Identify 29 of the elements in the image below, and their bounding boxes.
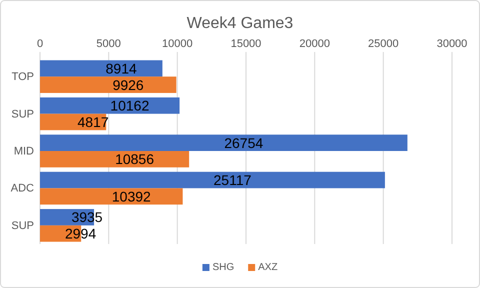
bar xyxy=(40,60,162,77)
x-tick-label: 0 xyxy=(36,38,44,50)
bar xyxy=(40,172,385,188)
bar xyxy=(40,97,180,114)
bar xyxy=(40,76,176,93)
y-tick-label: MID xyxy=(14,146,34,158)
legend-label: AXZ xyxy=(258,262,278,273)
data-label: 10392 xyxy=(112,188,152,204)
x-tick-label: 25000 xyxy=(368,38,399,50)
bar xyxy=(40,151,190,168)
x-tick-label: 20000 xyxy=(299,38,330,50)
y-tick-label: TOP xyxy=(12,71,34,84)
bar xyxy=(40,134,408,151)
x-tick-label: 30000 xyxy=(436,38,468,50)
data-label: 8914 xyxy=(106,60,137,76)
data-label: 25117 xyxy=(214,172,252,188)
data-label: 9926 xyxy=(112,76,144,93)
data-label: 10162 xyxy=(110,98,150,114)
x-tick-label: 15000 xyxy=(230,38,262,50)
y-tick-label: SUP xyxy=(11,108,34,120)
bar xyxy=(40,188,183,205)
y-tick-label: SUP xyxy=(11,220,34,232)
chart-title: Week4 Game3 xyxy=(186,15,294,32)
y-tick-label: ADC xyxy=(10,182,34,195)
data-label: 26754 xyxy=(224,134,264,151)
data-label: 10856 xyxy=(115,151,154,168)
legend-label: SHG xyxy=(212,262,234,273)
x-tick-label: 10000 xyxy=(162,38,193,50)
x-tick-label: 5000 xyxy=(96,38,121,50)
